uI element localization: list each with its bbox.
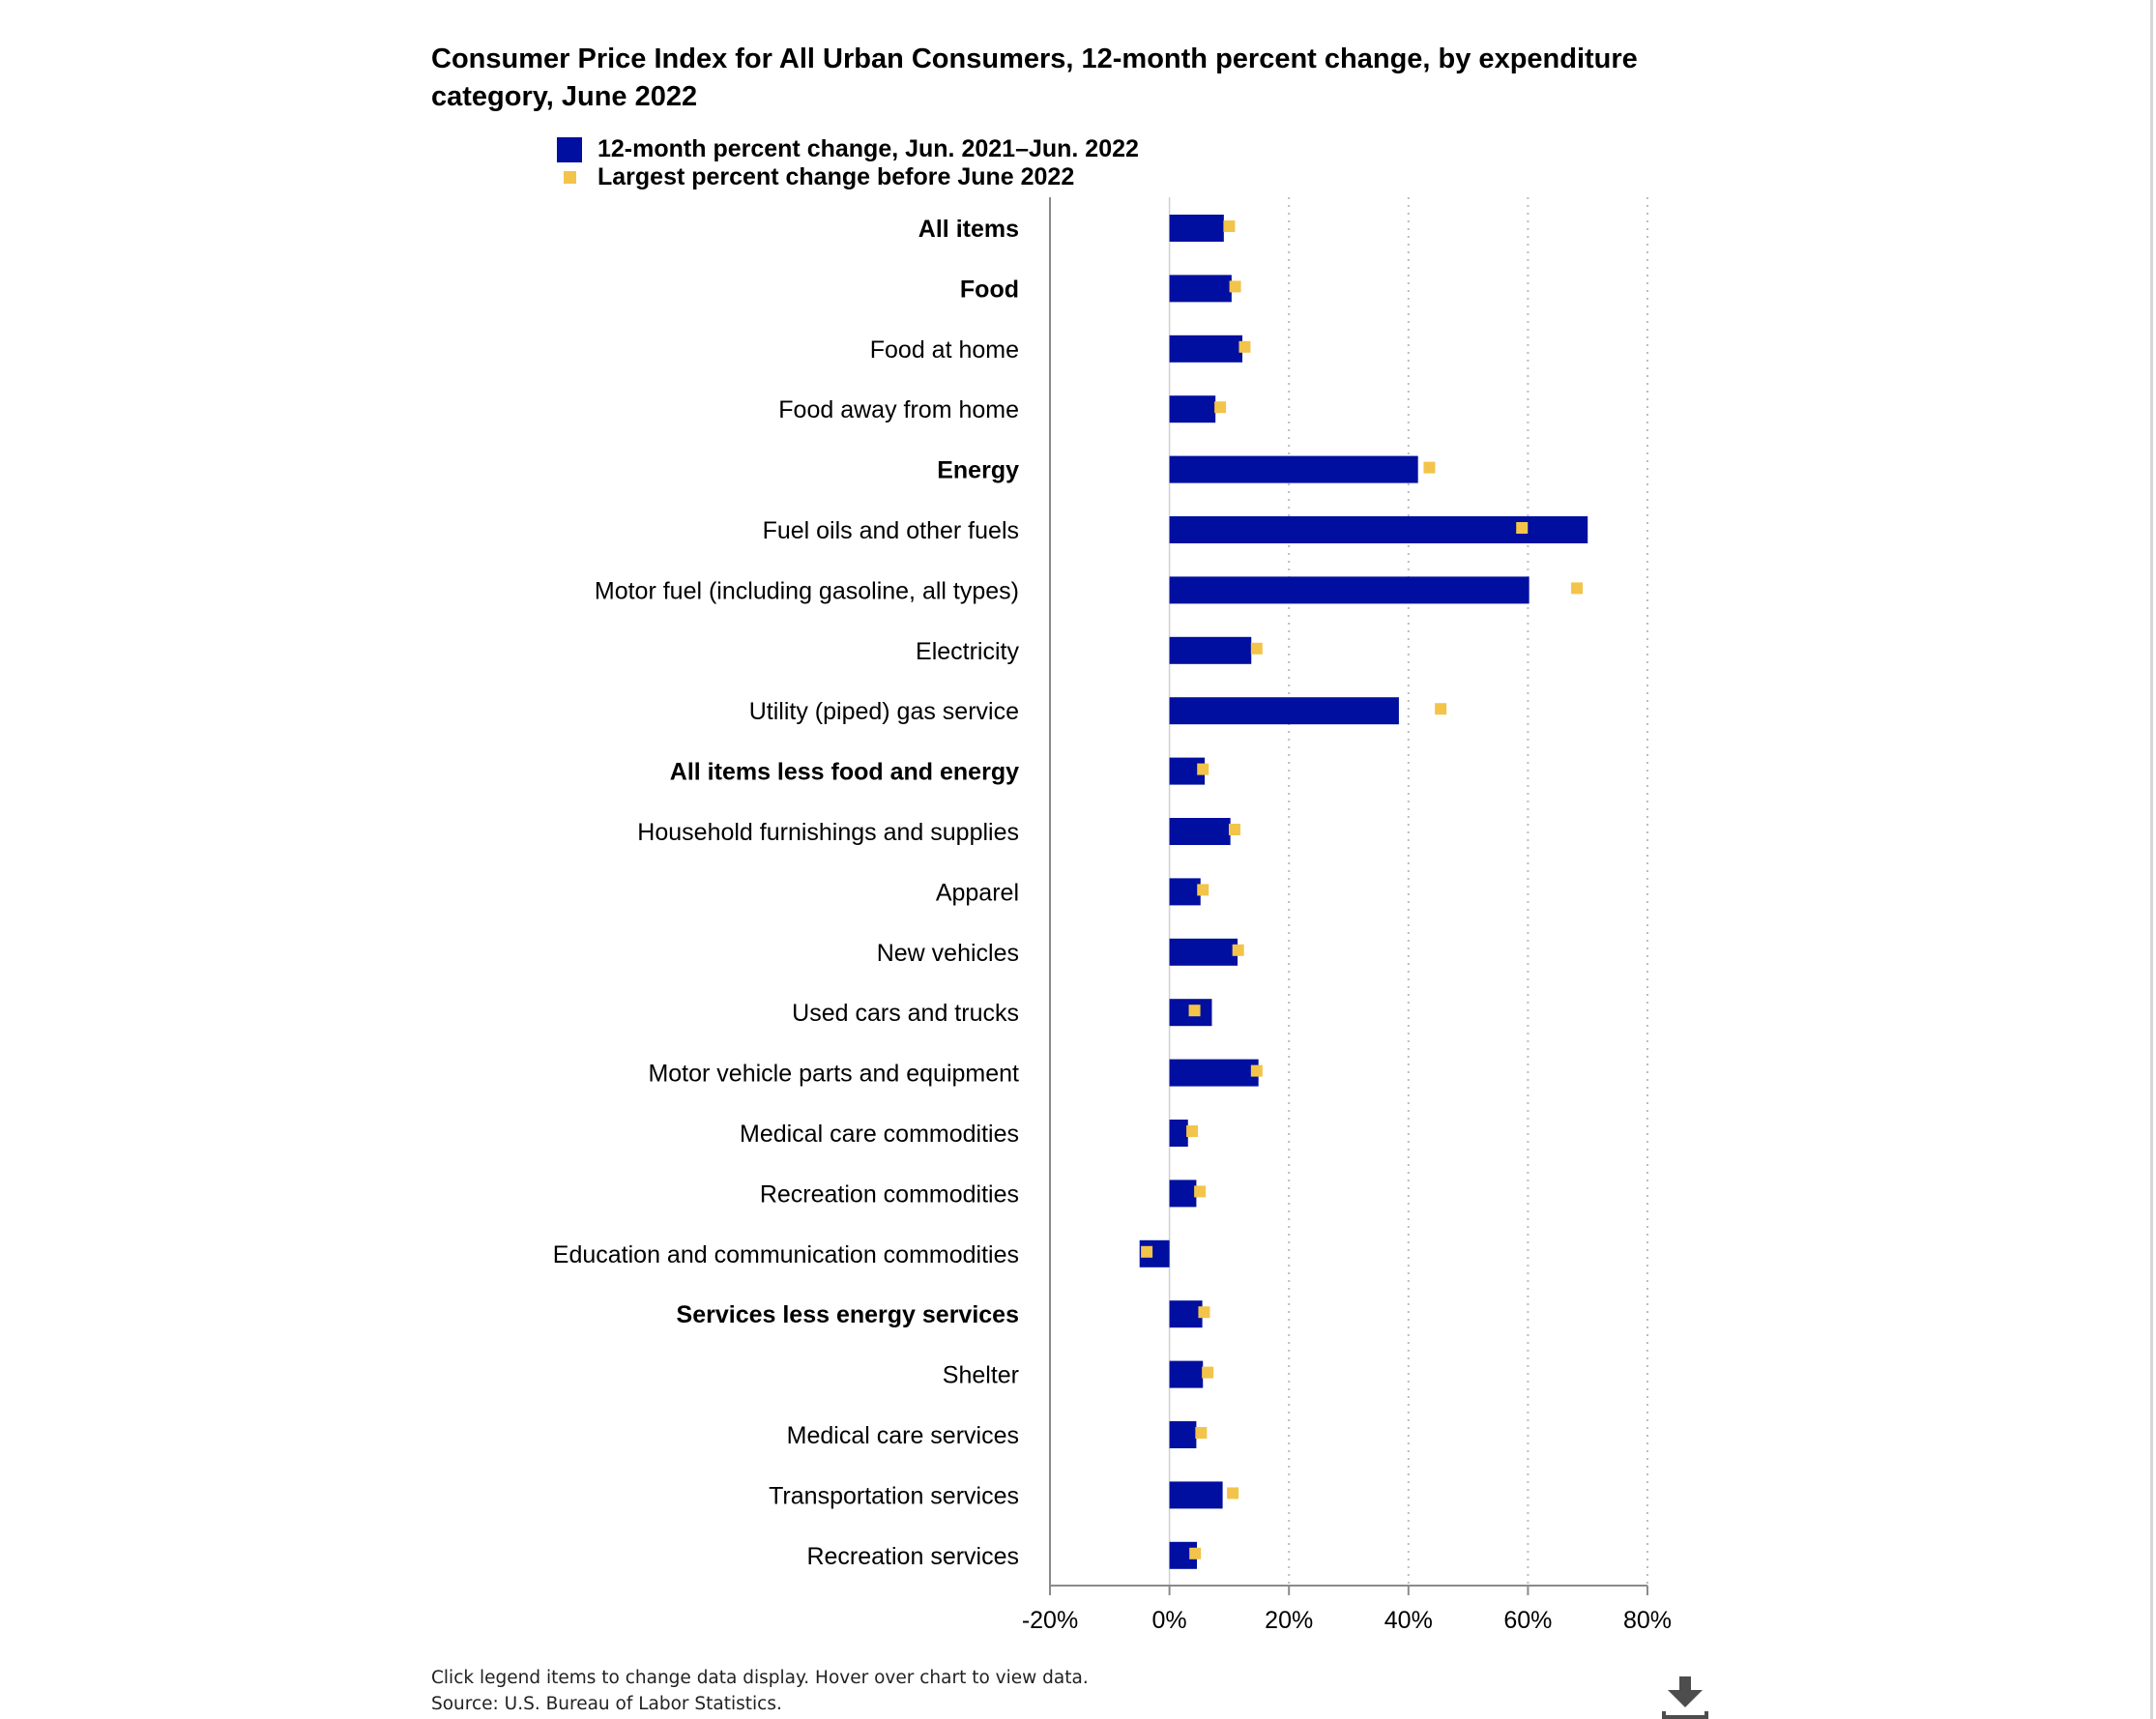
download-button[interactable] (1659, 1676, 1711, 1719)
category-label: Medical care services (787, 1422, 1019, 1449)
category-label: Services less energy services (677, 1301, 1019, 1328)
bar[interactable] (1169, 275, 1232, 303)
largest-change-marker[interactable] (1423, 461, 1436, 474)
category-label: Apparel (936, 879, 1019, 906)
largest-change-marker[interactable] (1435, 703, 1447, 715)
largest-change-marker[interactable] (1195, 1427, 1208, 1439)
bar[interactable] (1169, 938, 1238, 966)
x-tick-label: -20% (1022, 1607, 1078, 1634)
largest-change-marker[interactable] (1516, 522, 1529, 534)
category-label: Motor vehicle parts and equipment (648, 1061, 1019, 1088)
bar[interactable] (1169, 1360, 1204, 1388)
category-label: Recreation commodities (760, 1180, 1019, 1208)
legend-swatch-bar-box (557, 136, 582, 162)
category-label: Fuel oils and other fuels (763, 517, 1019, 544)
legend-item-12-month-change[interactable]: 12-month percent change, Jun. 2021–Jun. … (557, 135, 1139, 163)
legend-swatch-square-box (557, 165, 582, 190)
category-label: Household furnishings and supplies (637, 819, 1019, 846)
category-label: Food (960, 276, 1019, 303)
largest-change-marker[interactable] (1186, 1125, 1199, 1137)
largest-change-marker[interactable] (1188, 1005, 1201, 1017)
category-label: All items (918, 216, 1019, 243)
largest-change-marker[interactable] (1223, 220, 1236, 232)
largest-change-marker[interactable] (1141, 1245, 1153, 1258)
bar[interactable] (1169, 636, 1252, 664)
bar-chart[interactable]: -20% 0% 20% 40% 60% 80% All items Food Food at h… (0, 0, 2156, 1644)
category-label: All items less food and energy (670, 759, 1019, 786)
bar[interactable] (1169, 1180, 1197, 1208)
largest-change-marker[interactable] (1194, 1185, 1207, 1198)
category-label: Medical care commodities (740, 1121, 1019, 1148)
category-label: Motor fuel (including gasoline, all type… (595, 577, 1019, 604)
largest-change-marker[interactable] (1250, 1064, 1263, 1077)
x-tick-label: 40% (1384, 1607, 1433, 1634)
bar[interactable] (1169, 1120, 1188, 1147)
legend-swatch-bar (557, 136, 582, 162)
footer-note: Click legend items to change data displa… (431, 1668, 1089, 1688)
bar[interactable] (1169, 878, 1201, 906)
category-label: Used cars and trucks (792, 1000, 1019, 1027)
page-right-border (2150, 0, 2153, 1719)
bar[interactable] (1169, 1481, 1223, 1509)
largest-change-marker[interactable] (1250, 642, 1263, 655)
bar[interactable] (1169, 1300, 1203, 1328)
largest-change-marker[interactable] (1197, 763, 1209, 775)
legend-label-largest-change: Largest percent change before June 2022 (597, 163, 1075, 190)
footer-source: Source: U.S. Bureau of Labor Statistics. (431, 1694, 782, 1714)
x-tick-label: 80% (1623, 1607, 1672, 1634)
category-label: New vehicles (877, 940, 1019, 967)
download-icon (1662, 1676, 1708, 1719)
chart-title: Consumer Price Index for All Urban Consu… (431, 44, 1638, 112)
category-label: Food away from home (778, 396, 1019, 423)
x-tick-label: 20% (1265, 1607, 1313, 1634)
x-tick-label: 0% (1152, 1607, 1187, 1634)
bar[interactable] (1169, 395, 1216, 423)
category-label: Utility (piped) gas service (749, 698, 1019, 725)
largest-change-marker[interactable] (1189, 1547, 1202, 1559)
largest-change-marker[interactable] (1229, 280, 1241, 293)
largest-change-marker[interactable] (1232, 944, 1244, 956)
legend-item-largest-change[interactable]: Largest percent change before June 2022 (557, 163, 1139, 191)
largest-change-marker[interactable] (1238, 340, 1251, 353)
bar[interactable] (1169, 215, 1224, 242)
x-tick-label: 60% (1503, 1607, 1552, 1634)
largest-change-marker[interactable] (1214, 401, 1227, 414)
category-label: Transportation services (769, 1482, 1019, 1509)
category-label: Shelter (943, 1362, 1019, 1389)
largest-change-marker[interactable] (1227, 1487, 1239, 1500)
category-label: Energy (937, 457, 1019, 484)
category-label: Electricity (916, 638, 1019, 665)
legend-swatch-square (563, 171, 576, 184)
largest-change-marker[interactable] (1202, 1366, 1214, 1379)
category-label: Education and communication commodities (553, 1241, 1019, 1268)
bar[interactable] (1169, 455, 1418, 483)
chart-legend: 12-month percent change, Jun. 2021–Jun. … (557, 135, 1139, 191)
category-label: Food at home (870, 336, 1019, 364)
legend-label-12-month-change: 12-month percent change, Jun. 2021–Jun. … (597, 135, 1139, 162)
category-label: Recreation services (806, 1543, 1019, 1570)
bar[interactable] (1169, 1059, 1259, 1087)
largest-change-marker[interactable] (1197, 884, 1209, 896)
bar[interactable] (1169, 576, 1530, 604)
bar[interactable] (1169, 818, 1231, 845)
bar[interactable] (1169, 1421, 1197, 1448)
largest-change-marker[interactable] (1571, 582, 1584, 595)
bar[interactable] (1169, 697, 1399, 725)
bar[interactable] (1169, 335, 1242, 363)
chart-footer: Click legend items to change data displa… (431, 1665, 1089, 1717)
largest-change-marker[interactable] (1228, 824, 1240, 835)
largest-change-marker[interactable] (1198, 1306, 1210, 1319)
